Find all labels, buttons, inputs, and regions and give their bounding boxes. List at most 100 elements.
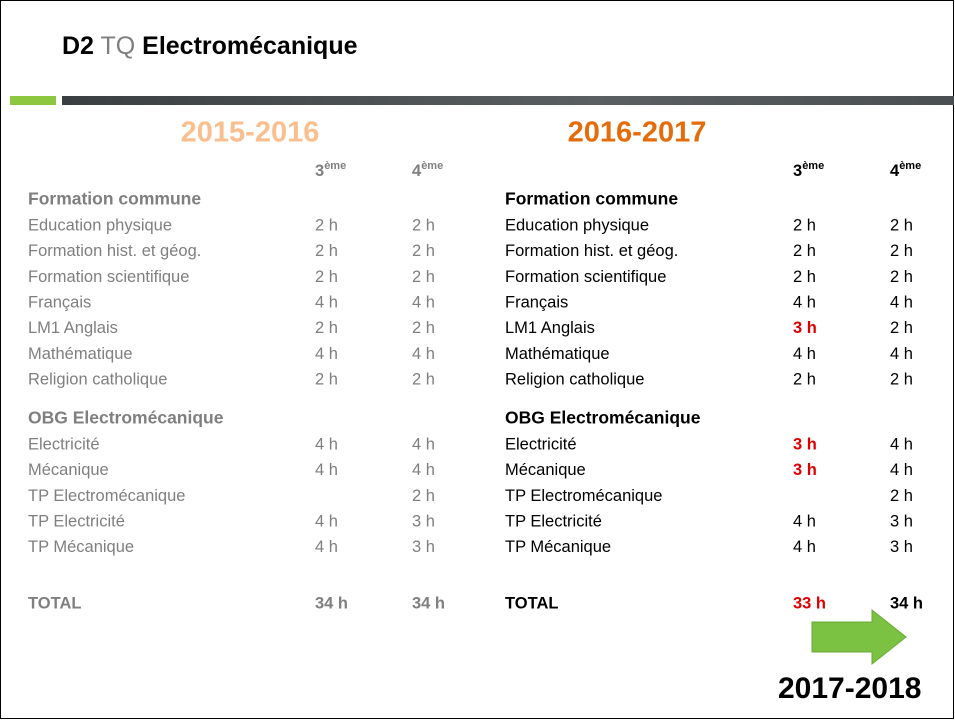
cell: 4 h xyxy=(890,435,913,453)
cell: 2 h xyxy=(315,268,338,286)
cell: 4 h xyxy=(793,345,816,363)
cell: Mécanique xyxy=(28,461,109,479)
cell: 2 h xyxy=(412,268,435,286)
cell: 4 h xyxy=(315,293,338,311)
cell: 4 h xyxy=(890,293,913,311)
column-num: 3 xyxy=(315,162,324,180)
accent-bar xyxy=(10,96,56,105)
section-heading: OBG Electromécanique xyxy=(505,408,701,428)
cell: 2 h xyxy=(412,487,435,505)
cell: Formation hist. et géog. xyxy=(505,242,678,260)
cell: Mathématique xyxy=(28,345,133,363)
cell: 4 h xyxy=(412,345,435,363)
cell: Formation hist. et géog. xyxy=(28,242,201,260)
cell: 3 h xyxy=(793,319,817,337)
cell: Mécanique xyxy=(505,461,586,479)
cell: 2 h xyxy=(315,319,338,337)
cell: 2 h xyxy=(890,487,913,505)
cell: 4 h xyxy=(793,512,816,530)
cell: Français xyxy=(28,293,91,311)
cell: TP Mécanique xyxy=(28,538,134,556)
cell: 4 h xyxy=(793,538,816,556)
cell: 2 h xyxy=(890,268,913,286)
column-header: 3ème xyxy=(793,160,824,180)
cell: 4 h xyxy=(412,435,435,453)
column-header: 3ème xyxy=(315,160,346,180)
year-heading: 2016-2017 xyxy=(568,117,707,149)
cell: 2 h xyxy=(890,242,913,260)
cell: TOTAL xyxy=(505,594,558,612)
cell: TP Electromécanique xyxy=(505,487,662,505)
cell: Français xyxy=(505,293,568,311)
cell: 4 h xyxy=(315,512,338,530)
cell: 4 h xyxy=(315,461,338,479)
cell: TP Electricité xyxy=(28,512,125,530)
cell: 4 h xyxy=(315,345,338,363)
cell: 2 h xyxy=(315,242,338,260)
column-num: 4 xyxy=(412,162,422,180)
cell: 3 h xyxy=(412,538,435,556)
cell: Formation scientifique xyxy=(28,268,189,286)
cell: TP Electromécanique xyxy=(28,487,185,505)
cell: 2 h xyxy=(890,319,913,337)
cell: 2 h xyxy=(890,371,913,389)
cell: 3 h xyxy=(890,538,913,556)
column-header: 4ème xyxy=(412,160,443,180)
cell: 3 h xyxy=(793,461,817,479)
cell: Religion catholique xyxy=(505,371,644,389)
cell: TP Mécanique xyxy=(505,538,611,556)
next-year: 2017-2018 xyxy=(778,672,921,705)
column-num: 4 xyxy=(890,162,900,180)
column-num: 3 xyxy=(793,162,802,180)
cell: Religion catholique xyxy=(28,371,167,389)
cell: 2 h xyxy=(793,268,816,286)
cell: 3 h xyxy=(890,512,913,530)
cell: 4 h xyxy=(412,293,435,311)
cell: 34 h xyxy=(890,594,923,612)
year-heading: 2015-2016 xyxy=(181,117,320,149)
cell: TOTAL xyxy=(28,594,81,612)
cell: LM1 Anglais xyxy=(505,319,595,337)
column-sup: ème xyxy=(899,160,921,172)
cell: 2 h xyxy=(412,216,435,234)
cell: 4 h xyxy=(890,345,913,363)
section-heading: OBG Electromécanique xyxy=(28,408,224,428)
arrow xyxy=(811,608,907,666)
cell: 4 h xyxy=(890,461,913,479)
cell: 2 h xyxy=(412,371,435,389)
cell: 2 h xyxy=(890,216,913,234)
cell: Education physique xyxy=(505,216,649,234)
column-header: 4ème xyxy=(890,160,921,180)
column-sup: ème xyxy=(421,160,443,172)
slide-title: D2 TQ Electromécanique xyxy=(62,32,358,60)
cell: Mathématique xyxy=(505,345,610,363)
cell: 2 h xyxy=(793,216,816,234)
cell: 4 h xyxy=(315,538,338,556)
cell: 2 h xyxy=(315,371,338,389)
cell: Electricité xyxy=(505,435,577,453)
cell: 2 h xyxy=(412,242,435,260)
cell: 33 h xyxy=(793,594,826,612)
cell: 2 h xyxy=(793,242,816,260)
cell: 2 h xyxy=(315,216,338,234)
header-bar xyxy=(62,96,954,105)
section-heading: Formation commune xyxy=(505,189,678,209)
cell: LM1 Anglais xyxy=(28,319,118,337)
cell: 2 h xyxy=(793,371,816,389)
column-sup: ème xyxy=(802,160,824,172)
cell: 34 h xyxy=(412,594,445,612)
cell: TP Electricité xyxy=(505,512,602,530)
cell: 34 h xyxy=(315,594,348,612)
cell: 4 h xyxy=(793,293,816,311)
cell: 2 h xyxy=(412,319,435,337)
cell: 3 h xyxy=(412,512,435,530)
cell: 4 h xyxy=(412,461,435,479)
cell: Electricité xyxy=(28,435,100,453)
cell: Education physique xyxy=(28,216,172,234)
column-sup: ème xyxy=(324,160,346,172)
cell: 3 h xyxy=(793,435,817,453)
cell: 4 h xyxy=(315,435,338,453)
section-heading: Formation commune xyxy=(28,189,201,209)
